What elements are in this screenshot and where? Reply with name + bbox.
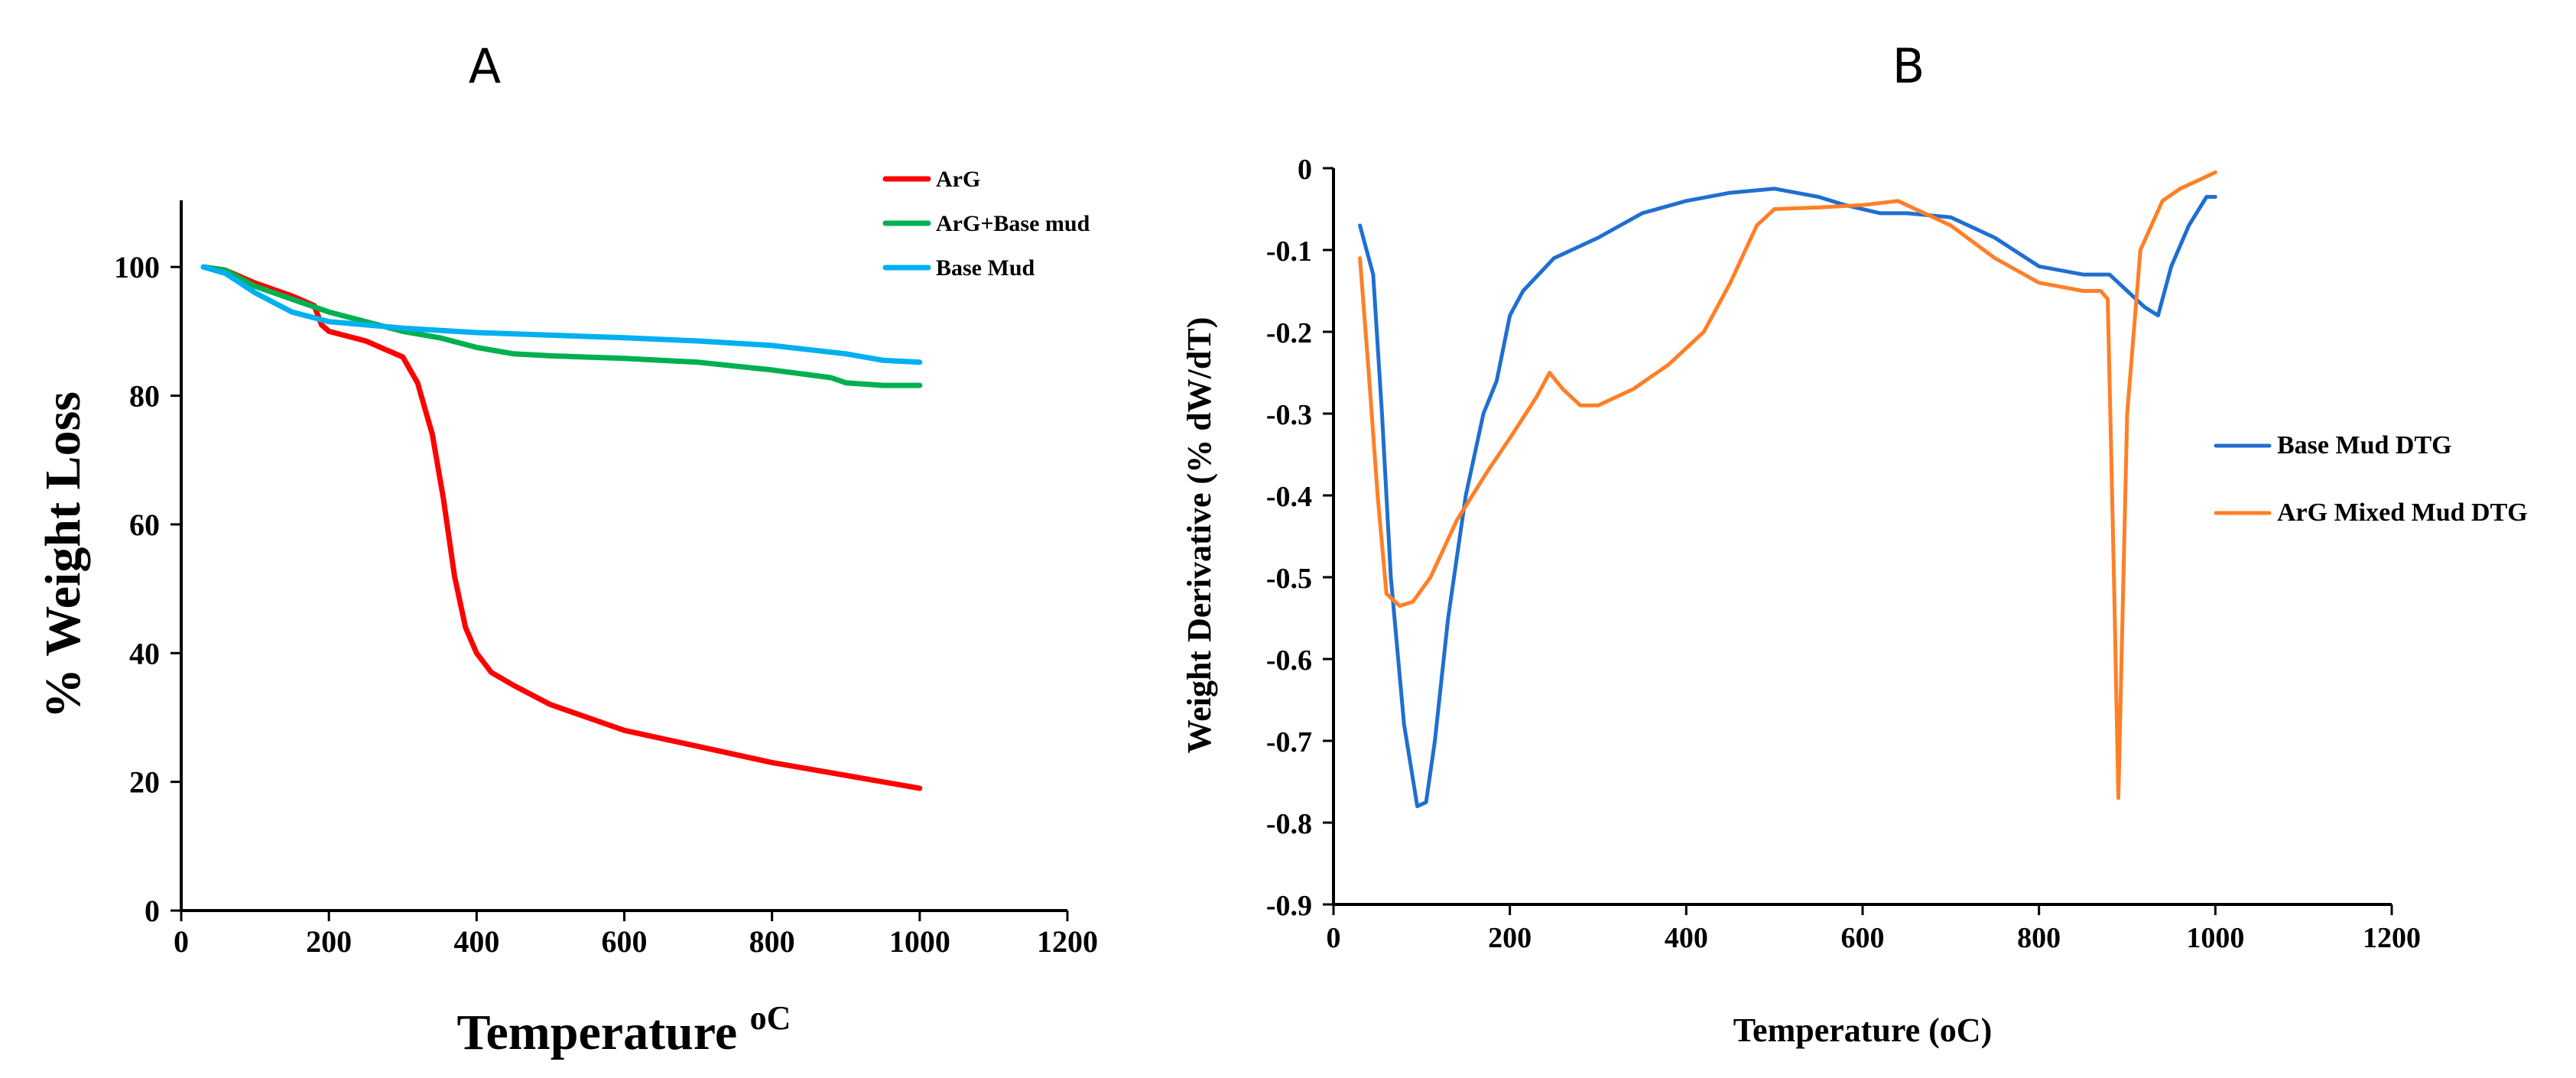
panel-a-label: A (469, 38, 501, 94)
x-tick-label: 600 (602, 924, 648, 959)
y-tick-label: -0.1 (1266, 235, 1312, 268)
chart-b-ticks: 0 200 400 600 800 1000 1200 0 -0.1 -0.2 -0.3 -0.4 -0… (1266, 154, 2421, 954)
chart-b-legend: Base Mud DTG ArG Mixed Mud DTG (2214, 431, 2528, 527)
chart-a: A 0 200 400 600 800 1000 1200 0 20 40 60 80 100 Temp… (35, 38, 1098, 1060)
y-tick-label: -0.9 (1266, 890, 1312, 922)
chart-a-x-unit-superscript: oC (750, 999, 791, 1037)
chart-a-ticks: 0 200 400 600 800 1000 1200 0 20 40 60 80 100 (114, 250, 1098, 959)
x-tick-label: 1000 (2186, 922, 2244, 954)
y-tick-label: -0.6 (1266, 645, 1312, 677)
chart-b-x-unit: (oC) (1928, 1011, 1992, 1049)
legend-label: ArG Mixed Mud DTG (2277, 498, 2528, 527)
x-tick-label: 200 (306, 924, 352, 959)
y-tick-label: 100 (114, 250, 160, 284)
series-line-base-mud-dtg (1358, 187, 2217, 809)
x-tick-label: 1200 (2363, 922, 2421, 954)
x-tick-label: 800 (2017, 922, 2061, 954)
x-tick-label: 600 (1841, 922, 1885, 954)
x-tick-label: 400 (453, 924, 499, 959)
x-tick-label: 1200 (1037, 924, 1098, 959)
legend-label: Base Mud DTG (2277, 431, 2452, 459)
x-tick-label: 0 (174, 924, 189, 959)
legend-label: ArG+Base mud (936, 211, 1090, 236)
x-tick-label: 1000 (889, 924, 950, 959)
y-tick-label: -0.7 (1266, 726, 1312, 758)
chart-b-x-axis-title: Temperature (oC) (1733, 1011, 1993, 1049)
series-line-arg-mixed-mud-dtg (1358, 170, 2217, 800)
y-tick-label: 80 (129, 379, 160, 414)
chart-b: B 0 200 400 600 800 1000 1200 0 -0.1 -0.2 -0.3 -0.4… (1181, 38, 2528, 1049)
chart-a-x-axis-title: Temperature oC (457, 999, 791, 1060)
y-tick-label: -0.5 (1266, 563, 1312, 595)
x-tick-label: 200 (1488, 922, 1532, 954)
y-tick-label: -0.2 (1266, 317, 1312, 349)
chart-b-y-axis-title: Weight Derivative (% dW/dT) (1181, 317, 1218, 754)
legend-label: Base Mud (936, 255, 1035, 281)
chart-b-series (1358, 170, 2217, 809)
x-tick-label: 400 (1665, 922, 1708, 954)
y-tick-label: -0.8 (1266, 808, 1312, 840)
chart-a-legend: ArG ArG+Base mud Base Mud (882, 167, 1090, 281)
x-tick-label: 0 (1327, 922, 1341, 954)
panel-b-label: B (1892, 38, 1925, 94)
series-line-arg-base-mud (200, 264, 923, 388)
y-tick-label: -0.4 (1266, 481, 1312, 513)
x-tick-label: 800 (749, 924, 795, 959)
y-tick-label: 0 (1298, 154, 1312, 186)
y-tick-label: 20 (129, 765, 160, 800)
y-tick-label: -0.3 (1266, 399, 1312, 431)
series-line-arg (200, 264, 923, 791)
chart-a-y-axis-title: % Weight Loss (35, 391, 91, 719)
series-line-base-mud (200, 264, 923, 365)
y-tick-label: 40 (129, 636, 160, 671)
chart-a-series (200, 264, 923, 791)
y-tick-label: 0 (145, 894, 160, 928)
y-tick-label: 60 (129, 508, 160, 542)
legend-label: ArG (936, 167, 980, 192)
